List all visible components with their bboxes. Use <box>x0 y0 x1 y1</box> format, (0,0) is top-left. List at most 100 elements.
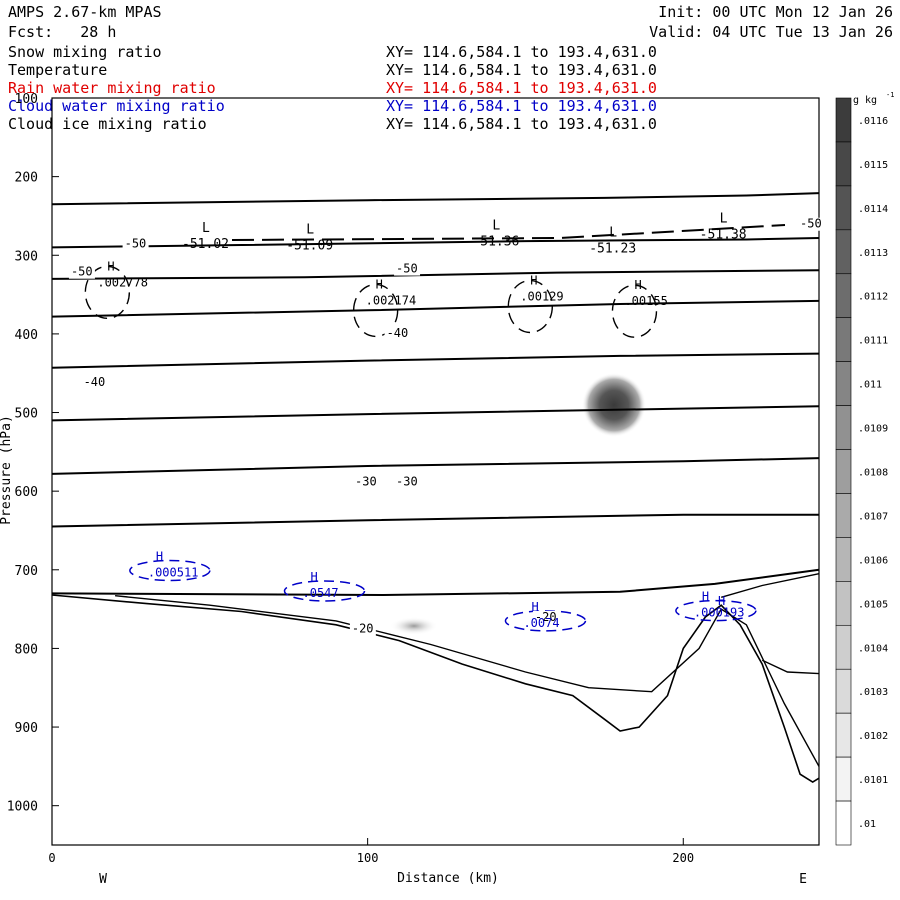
colorbar-label: .0114 <box>858 204 888 215</box>
cloud-water-contour <box>504 610 587 632</box>
contour-annotations: -50-50 -50-50-40-40-30 -30-20-20L-51.02L-5… <box>68 211 825 636</box>
y-tick-label: 400 <box>15 328 38 343</box>
colorbar-swatch <box>835 668 852 714</box>
temperature-contour-label: -30 <box>396 475 418 489</box>
x-tick-label: 0 <box>48 851 55 865</box>
cloud-water-maximum-marker: H <box>702 590 709 604</box>
temperature-contour <box>51 405 820 422</box>
colorbar-swatch <box>835 493 852 538</box>
cloud-water-maximum-value: .0074 <box>523 616 559 630</box>
contour-label-bg <box>81 375 108 389</box>
model-title: AMPS 2.67-km MPAS <box>8 3 162 21</box>
y-tick-label: 300 <box>15 249 38 264</box>
snow-contour <box>611 284 658 338</box>
init-time: Init: 00 UTC Mon 12 Jan 26 <box>658 3 893 21</box>
snow-maximum-marker: H <box>376 277 383 291</box>
west-label: W <box>99 872 107 887</box>
snow-maximum-value: .002174 <box>366 293 417 307</box>
temperature-contour <box>51 352 820 369</box>
temperature-contour-label: -20 <box>535 610 557 624</box>
colorbar-swatch <box>835 361 852 406</box>
temperature-contour <box>51 237 820 249</box>
x-axis-ticks: 0 100 200 <box>48 838 694 865</box>
colorbar-swatch <box>835 185 852 231</box>
temperature-contour <box>51 269 820 280</box>
rain-shading <box>390 617 438 635</box>
minimum-marker: L <box>609 226 617 241</box>
forecast-hour: Fcst: 28 h <box>8 23 116 41</box>
temperature-contour-label: -50 <box>396 262 418 276</box>
y-tick-label: 800 <box>15 642 38 657</box>
minimum-marker: L <box>202 221 210 236</box>
plot-frame <box>51 97 820 846</box>
colorbar-swatch <box>835 273 852 319</box>
terrain-lower-line <box>115 595 820 767</box>
colorbar-label: .011 <box>858 380 882 391</box>
colorbar-label: .01 <box>858 819 876 830</box>
colorbar-label: .0116 <box>858 116 888 127</box>
y-tick-label: 100 <box>15 92 38 107</box>
colorbar-label: .0106 <box>858 555 888 566</box>
colorbar-label: .0112 <box>858 292 888 303</box>
terrain-right-line <box>721 573 820 598</box>
cloud-water-maximum-marker: H <box>531 600 538 614</box>
y-tick-label: 500 <box>15 407 38 422</box>
field-legend: Snow mixing ratio XY= 114.6,584.1 to 193.… <box>8 43 657 133</box>
field-range: XY= 114.6,584.1 to 193.4,631.0 <box>386 43 657 61</box>
valid-time: Valid: 04 UTC Tue 13 Jan 26 <box>649 23 893 41</box>
temperature-contour-label: -50 <box>800 217 822 231</box>
y-tick-label: 1000 <box>7 800 38 815</box>
east-label: E <box>799 872 807 887</box>
contour-series <box>51 192 820 784</box>
colorbar-label: .0107 <box>858 511 888 522</box>
field-range: XY= 114.6,584.1 to 193.4,631.0 <box>386 115 657 133</box>
field-name: Rain water mixing ratio <box>8 79 216 97</box>
y-tick-label: 700 <box>15 564 38 579</box>
x-tick-label: 100 <box>357 851 379 865</box>
contour-label-bg <box>394 262 421 276</box>
minimum-value: -51.36 <box>472 234 519 249</box>
snow-maximum-marker: H <box>107 259 114 273</box>
cloud-water-maximum-value: .0547 <box>303 586 339 600</box>
colorbar-swatch <box>835 229 852 275</box>
snow-maximum-value: .00129 <box>520 290 563 304</box>
temperature-contour-label: -20 <box>352 622 374 636</box>
temperature-contour <box>51 192 820 206</box>
field-range: XY= 114.6,584.1 to 193.4,631.0 <box>386 61 657 79</box>
cloud-water-contour <box>129 559 211 582</box>
colorbar-label: .0113 <box>858 248 888 259</box>
y-axis-label: Pressure (hPa) <box>0 415 14 525</box>
y-axis-ticks: 100 200 300 400 500 600 700 800 900 1000 <box>7 92 59 815</box>
x-axis-label: Distance (km) <box>397 871 499 886</box>
colorbar-label: .0115 <box>858 160 888 171</box>
field-name: Cloud water mixing ratio <box>8 97 225 115</box>
y-tick-label: 200 <box>15 171 38 186</box>
colorbar: g kg -1 .0116 .0115 .0114 .0113 .0112 .0111 .0… <box>835 91 894 846</box>
colorbar-label: .0104 <box>858 643 888 654</box>
temperature-contour-label: -40 <box>84 375 106 389</box>
contour-label-bg <box>798 217 825 231</box>
cloud-ice-max-shading <box>582 373 646 437</box>
field-range: XY= 114.6,584.1 to 193.4,631.0 <box>386 79 657 97</box>
field-name: Snow mixing ratio <box>8 43 162 61</box>
colorbar-label: .0105 <box>858 599 888 610</box>
colorbar-label: .0109 <box>858 424 888 435</box>
field-range: XY= 114.6,584.1 to 193.4,631.0 <box>386 97 657 115</box>
colorbar-swatch <box>835 712 852 758</box>
temperature-contour-label: -50 <box>125 236 147 250</box>
temperature-contour <box>51 513 819 528</box>
y-tick-label: 600 <box>15 485 38 500</box>
cloud-water-maximum-marker: H <box>718 594 725 608</box>
cloud-water-maximum-marker: H <box>156 550 163 564</box>
y-tick-label: 900 <box>15 721 38 736</box>
snow-maximum-value: .00155 <box>624 294 667 308</box>
colorbar-swatch <box>835 800 852 846</box>
colorbar-unit-exponent: -1 <box>886 91 894 99</box>
colorbar-swatch <box>835 405 852 450</box>
colorbar-swatch <box>835 141 852 187</box>
minimum-marker: L <box>492 218 500 233</box>
cloud-water-maximum-value: .000511 <box>148 566 199 580</box>
contour-label-bg <box>122 237 149 251</box>
snow-maximum-value: .002778 <box>97 275 148 289</box>
